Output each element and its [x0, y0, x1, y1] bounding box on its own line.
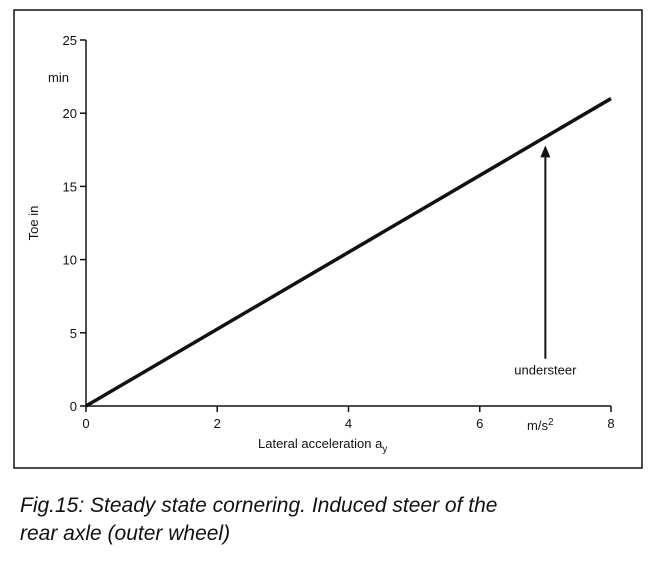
frame [13, 9, 643, 469]
y-tick-label: 10 [63, 253, 77, 268]
caption-line: rear axle (outer wheel) [20, 522, 230, 545]
x-tick-label: 8 [607, 416, 614, 431]
y-tick-label: 5 [70, 326, 77, 341]
x-tick-label: 4 [345, 416, 352, 431]
x-unit: m/s2 [527, 417, 554, 433]
y-unit: min [48, 70, 69, 85]
x-axis-label-main: Lateral acceleration a [258, 436, 383, 451]
data-line [85, 97, 612, 408]
x-tick-label: 6 [476, 416, 483, 431]
y-axis-label: Toe in [26, 206, 41, 241]
annotation-arrowhead [540, 145, 551, 158]
x-axis-label: Lateral acceleration ay [258, 436, 387, 455]
y-tick-label: 25 [63, 33, 77, 48]
x-tick-label: 2 [214, 416, 221, 431]
annotation-text: understeer [514, 363, 577, 378]
x-tick-label: 0 [82, 416, 89, 431]
x-unit-sup: 2 [548, 417, 554, 428]
x-axis-label-sub: y [382, 444, 387, 455]
y-tick-label: 0 [70, 399, 77, 414]
y-tick-label: 20 [63, 106, 77, 121]
y-tick-label: 15 [63, 179, 77, 194]
x-unit-main: m/s [527, 418, 548, 433]
caption-line: Fig.15: Steady state cornering. Induced … [20, 494, 497, 517]
